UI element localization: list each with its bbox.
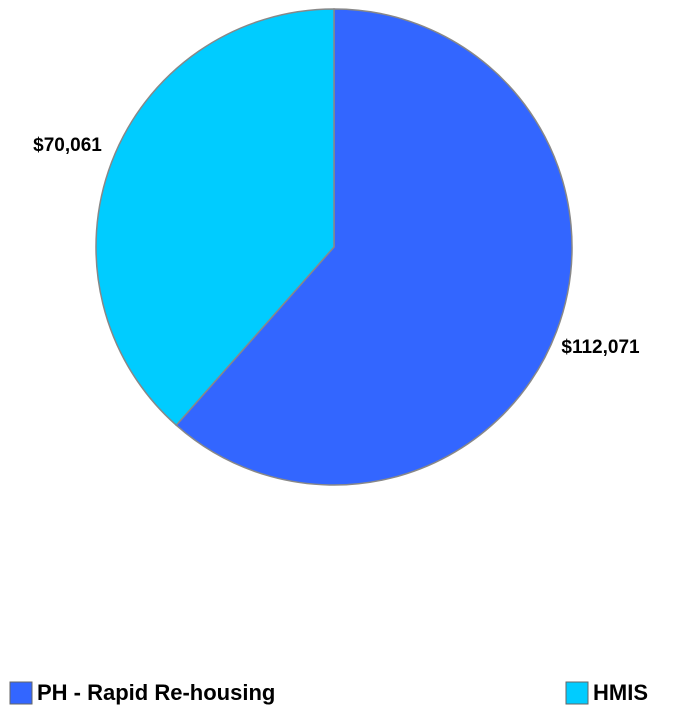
legend-swatch bbox=[9, 681, 33, 705]
value-label: $112,071 bbox=[561, 337, 640, 358]
pie-slice bbox=[175, 8, 573, 486]
legend-label: HMIS bbox=[593, 680, 648, 705]
pie-slice bbox=[95, 8, 335, 427]
value-label: $70,061 bbox=[33, 135, 102, 156]
legend-label: PH - Rapid Re-housing bbox=[37, 680, 275, 705]
legend-swatch bbox=[565, 681, 589, 705]
